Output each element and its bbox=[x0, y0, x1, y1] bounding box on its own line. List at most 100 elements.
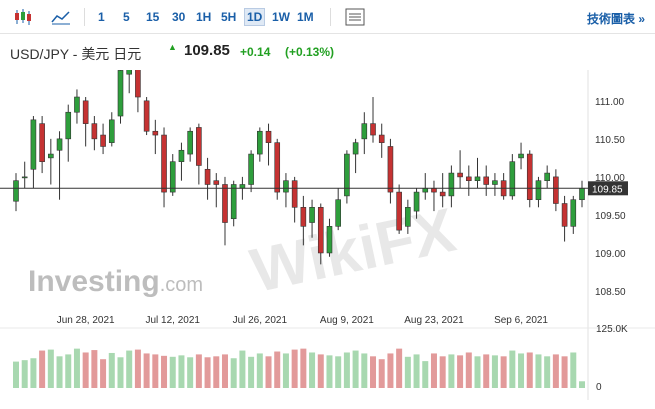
volume-bar bbox=[518, 353, 525, 388]
volume-bar bbox=[387, 353, 394, 388]
candle-body bbox=[378, 134, 385, 143]
volume-bar bbox=[213, 356, 220, 388]
volume-bar bbox=[352, 350, 359, 388]
candlestick-chart: Investing.com WikiFX 111.00110.50110.001… bbox=[0, 70, 655, 400]
candle-body bbox=[309, 207, 315, 223]
candle bbox=[74, 89, 80, 124]
investing-watermark: Investing.com bbox=[28, 265, 203, 298]
candle bbox=[439, 173, 446, 208]
timeframe-30[interactable]: 30 bbox=[172, 10, 186, 24]
candle bbox=[117, 70, 124, 124]
volume-bar bbox=[91, 350, 98, 388]
candle bbox=[335, 188, 341, 231]
candle bbox=[483, 165, 490, 196]
candle-body bbox=[74, 96, 80, 113]
candle-body bbox=[483, 176, 490, 185]
timeframe-1d[interactable]: 1D bbox=[244, 8, 266, 26]
timeframe-5h[interactable]: 5H bbox=[221, 10, 237, 24]
candle bbox=[143, 97, 150, 136]
candle-body bbox=[335, 199, 341, 227]
volume-bar bbox=[483, 354, 490, 388]
candle bbox=[465, 165, 472, 196]
volume-bar bbox=[404, 356, 411, 388]
candle bbox=[48, 138, 54, 185]
candle bbox=[108, 112, 115, 147]
timeframe-1h[interactable]: 1H bbox=[196, 10, 212, 24]
table-icon[interactable] bbox=[344, 7, 366, 27]
candle-body bbox=[13, 180, 19, 202]
timeframe-1w[interactable]: 1W bbox=[272, 10, 290, 24]
candle bbox=[39, 116, 45, 174]
area-chart-icon[interactable] bbox=[50, 7, 72, 27]
volume-bar bbox=[439, 356, 446, 388]
candle-body bbox=[457, 172, 463, 178]
candle bbox=[230, 180, 237, 227]
candle bbox=[135, 70, 141, 113]
price-change: +0.14 bbox=[240, 45, 271, 59]
volume-bar bbox=[204, 357, 211, 388]
volume-bar bbox=[465, 352, 472, 388]
volume-bar bbox=[221, 354, 228, 388]
timeframe-15[interactable]: 15 bbox=[146, 10, 160, 24]
volume-bar bbox=[248, 356, 255, 388]
candle bbox=[518, 142, 524, 170]
candle bbox=[448, 165, 455, 208]
volume-bar bbox=[100, 359, 107, 388]
candle-body bbox=[439, 191, 446, 197]
candle-body bbox=[509, 161, 516, 197]
candle-body bbox=[82, 100, 89, 124]
candle bbox=[570, 195, 577, 234]
volume-bar bbox=[526, 352, 533, 388]
candle-body bbox=[21, 176, 28, 179]
candle-body bbox=[222, 184, 228, 223]
current-price-line: 109.85 bbox=[0, 181, 628, 196]
timeframe-1[interactable]: 1 bbox=[98, 10, 105, 24]
candle bbox=[561, 195, 568, 242]
candle-body bbox=[265, 130, 272, 143]
candle-body bbox=[492, 180, 498, 185]
candle bbox=[161, 127, 167, 208]
y-tick-label: 110.50 bbox=[595, 135, 625, 146]
candle-body bbox=[448, 172, 455, 197]
technical-chart-link[interactable]: 技術圖表 » bbox=[586, 12, 645, 26]
volume-bar bbox=[448, 354, 455, 388]
candle bbox=[169, 154, 176, 196]
candle bbox=[257, 127, 263, 162]
candle bbox=[196, 123, 202, 185]
volume-bar bbox=[65, 354, 72, 388]
timeframe-1m[interactable]: 1M bbox=[297, 10, 314, 24]
toolbar-divider bbox=[84, 8, 85, 26]
candle-body bbox=[544, 172, 550, 181]
volume-bar bbox=[300, 348, 307, 388]
candle bbox=[317, 203, 324, 265]
volume-bar bbox=[570, 352, 577, 388]
volume-bar bbox=[579, 381, 585, 388]
candle-body bbox=[431, 187, 437, 193]
volume-bar bbox=[21, 360, 28, 388]
volume-bar bbox=[378, 359, 385, 388]
candle-body bbox=[535, 180, 542, 201]
candle-body bbox=[561, 203, 568, 227]
candlestick-icon[interactable] bbox=[12, 7, 34, 27]
volume-bar bbox=[239, 350, 246, 388]
volume-bar bbox=[422, 361, 429, 388]
candle bbox=[492, 173, 498, 196]
volume-bar bbox=[370, 356, 377, 388]
candle-body bbox=[152, 130, 159, 136]
y-tick-label: 110.00 bbox=[595, 173, 625, 184]
volume-bar bbox=[178, 355, 185, 388]
candle-body bbox=[39, 123, 45, 162]
volume-bar bbox=[509, 350, 516, 388]
candle-body bbox=[169, 161, 176, 193]
candle-body bbox=[361, 123, 368, 140]
timeframe-5[interactable]: 5 bbox=[123, 10, 130, 24]
pair-name: USD/JPY - 美元 日元 bbox=[10, 46, 142, 62]
candle bbox=[91, 116, 98, 151]
candle-body bbox=[196, 127, 202, 166]
candle-body bbox=[257, 130, 263, 155]
candle bbox=[65, 104, 72, 162]
candle-body bbox=[300, 207, 307, 227]
candle-body bbox=[48, 153, 54, 159]
candle-body bbox=[518, 153, 524, 159]
candle-body bbox=[579, 187, 585, 201]
